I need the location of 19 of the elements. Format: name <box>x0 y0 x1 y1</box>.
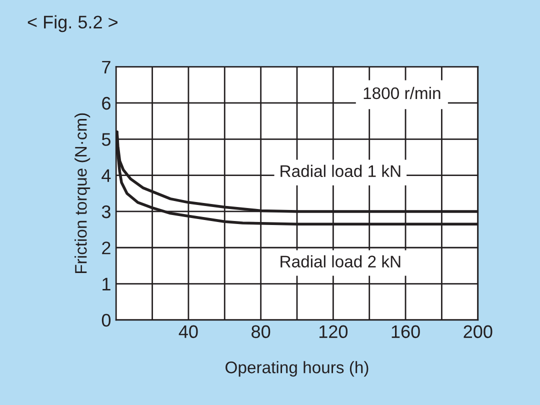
y-tick-label: 0 <box>102 314 111 327</box>
x-axis-title: Operating hours (h) <box>226 361 368 377</box>
y-tick-label: 3 <box>102 205 110 218</box>
y-tick-label: 5 <box>102 133 110 146</box>
chart-title: < Fig. 5.2 > <box>28 15 118 32</box>
x-tick-label: 40 <box>178 325 198 338</box>
y-tick-label: 6 <box>102 96 110 110</box>
y-tick-label: 1 <box>102 278 110 290</box>
annotation: 1800 r/min <box>364 86 440 100</box>
x-tick-label: 200 <box>464 325 492 338</box>
x-tick-label: 160 <box>392 325 420 338</box>
series-label: Radial load 2 kN <box>280 255 400 268</box>
y-axis-title: Friction torque (N·cm) <box>74 113 90 274</box>
y-tick-label: 4 <box>102 169 111 182</box>
x-tick-label: 120 <box>319 325 348 338</box>
y-tick-label: 7 <box>102 60 110 74</box>
y-tick-label: 2 <box>102 242 110 254</box>
x-tick-label: 80 <box>252 325 270 338</box>
text: Radial load 1 kN <box>280 164 400 178</box>
